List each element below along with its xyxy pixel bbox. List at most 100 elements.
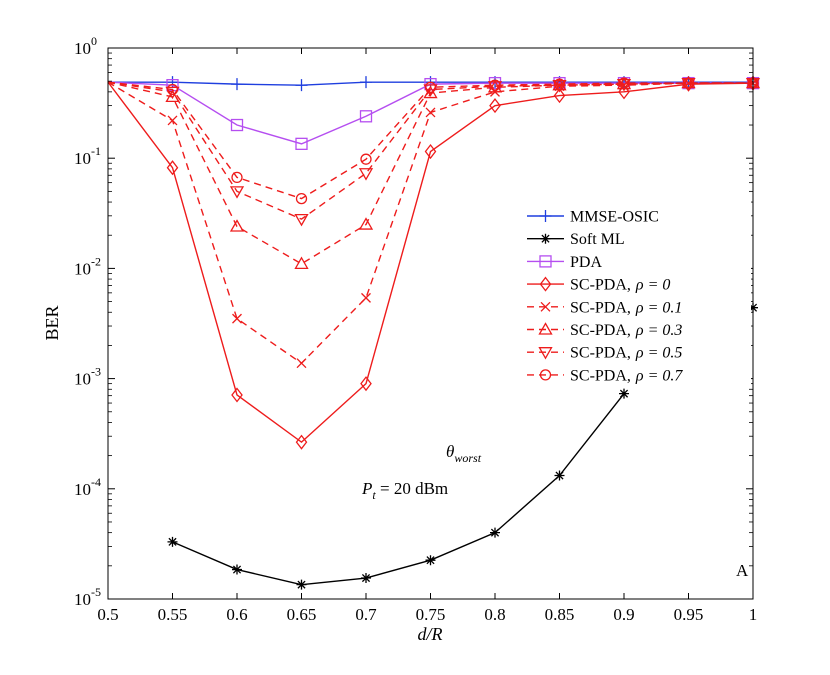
series-line <box>107 81 754 444</box>
data-point <box>487 81 503 94</box>
legend-item: PDA <box>527 254 602 271</box>
data-point <box>295 137 308 150</box>
data-point <box>294 213 309 227</box>
legend-item: SC-PDA, ρ = 0 <box>527 276 670 294</box>
x-tick-label: 0.5 <box>97 605 118 624</box>
y-tick-label: 100 <box>74 34 97 58</box>
data-point <box>295 79 308 92</box>
x-tick-label: 0.85 <box>545 605 575 624</box>
x-tick-label: 0.65 <box>287 605 317 624</box>
data-point <box>166 83 179 96</box>
corner-label: A <box>736 561 749 580</box>
y-tick-label: 10-2 <box>74 254 101 278</box>
plot-frame <box>107 47 754 600</box>
y-tick-label: 10-3 <box>74 365 101 389</box>
data-point <box>538 322 553 335</box>
data-point <box>553 78 566 90</box>
data-point <box>165 86 180 100</box>
data-point <box>296 579 307 590</box>
x-tick-label: 0.8 <box>484 605 505 624</box>
data-point <box>296 358 307 369</box>
data-point <box>425 107 436 118</box>
data-point <box>166 160 179 176</box>
data-point <box>618 77 630 89</box>
data-point <box>358 217 374 230</box>
x-tick-label: 1 <box>749 605 758 624</box>
data-point <box>489 98 501 114</box>
legend-label: SC-PDA, ρ = 0.5 <box>570 345 682 362</box>
data-point <box>232 564 242 575</box>
data-point <box>424 81 437 93</box>
data-point <box>361 292 371 303</box>
data-point <box>361 573 371 584</box>
data-point <box>425 555 436 566</box>
data-point <box>619 388 629 399</box>
data-point <box>230 118 244 132</box>
data-point <box>229 219 245 232</box>
series-soft-ml <box>167 302 758 590</box>
data-point <box>682 77 695 89</box>
x-tick-labels: 0.5 0.55 0.6 0.65 0.7 0.75 0.8 0.85 0.9 0.95 1 <box>97 605 757 624</box>
x-axis-title: d/R <box>418 624 443 644</box>
legend: MMSE-OSIC Soft ML PDA SC-PDA, ρ = 0 SC-PDA, ρ … <box>519 198 751 388</box>
x-tick-label: 0.6 <box>226 605 247 624</box>
series-layer <box>107 75 761 590</box>
data-point <box>360 153 372 165</box>
data-point <box>232 313 242 324</box>
legend-box <box>519 198 751 388</box>
data-point <box>490 527 500 538</box>
data-point <box>231 387 243 403</box>
legend-item: SC-PDA, ρ = 0.1 <box>527 299 682 316</box>
data-point <box>294 256 309 269</box>
series-line <box>172 393 625 586</box>
theta-annotation: θworst <box>446 442 482 465</box>
legend-label: SC-PDA, ρ = 0.1 <box>570 299 682 316</box>
data-point <box>553 88 566 104</box>
x-tick-label: 0.55 <box>158 605 188 624</box>
legend-label: SC-PDA, ρ = 0 <box>570 277 670 294</box>
data-point <box>166 76 179 89</box>
data-point <box>231 171 243 184</box>
data-point <box>295 192 308 205</box>
data-point <box>539 210 552 222</box>
data-point <box>359 110 373 123</box>
data-point <box>616 78 632 92</box>
legend-label: PDA <box>570 254 602 271</box>
data-point <box>540 233 551 244</box>
data-point <box>552 80 567 93</box>
x-tick-label: 0.75 <box>416 605 446 624</box>
data-point <box>165 89 180 103</box>
y-tick-label: 10-1 <box>74 144 101 168</box>
legend-label: SC-PDA, ρ = 0.3 <box>570 322 682 339</box>
data-point <box>618 84 630 100</box>
x-tick-label: 0.7 <box>355 605 377 624</box>
x-tick-label: 0.95 <box>674 605 704 624</box>
legend-item: Soft ML <box>527 231 625 248</box>
y-tick-label: 10-4 <box>74 475 101 499</box>
data-point <box>554 470 565 481</box>
legend-label: SC-PDA, ρ = 0.7 <box>570 367 683 384</box>
data-point <box>167 115 178 126</box>
legend-item: MMSE-OSIC <box>527 209 659 226</box>
y-tick-labels: 10-5 10-4 10-3 10-2 10-1 100 <box>74 34 101 609</box>
power-annotation: Pt = 20 dBm <box>361 479 448 502</box>
legend-label: MMSE-OSIC <box>570 209 659 226</box>
data-point <box>358 168 374 181</box>
data-point <box>229 186 245 199</box>
data-point <box>489 79 501 91</box>
data-point <box>539 369 552 381</box>
legend-label: Soft ML <box>570 231 625 248</box>
data-point <box>540 301 551 312</box>
legend-item: SC-PDA, ρ = 0.5 <box>527 345 682 362</box>
x-tick-label: 0.9 <box>613 605 634 624</box>
data-point <box>539 276 552 292</box>
y-axis-title: BER <box>42 305 62 340</box>
y-tick-label: 10-5 <box>74 585 101 609</box>
data-point <box>295 434 308 450</box>
series-line <box>107 81 753 200</box>
data-point <box>231 78 243 91</box>
data-point <box>360 76 372 89</box>
legend-item: SC-PDA, ρ = 0.7 <box>527 367 683 384</box>
data-point <box>539 255 552 268</box>
